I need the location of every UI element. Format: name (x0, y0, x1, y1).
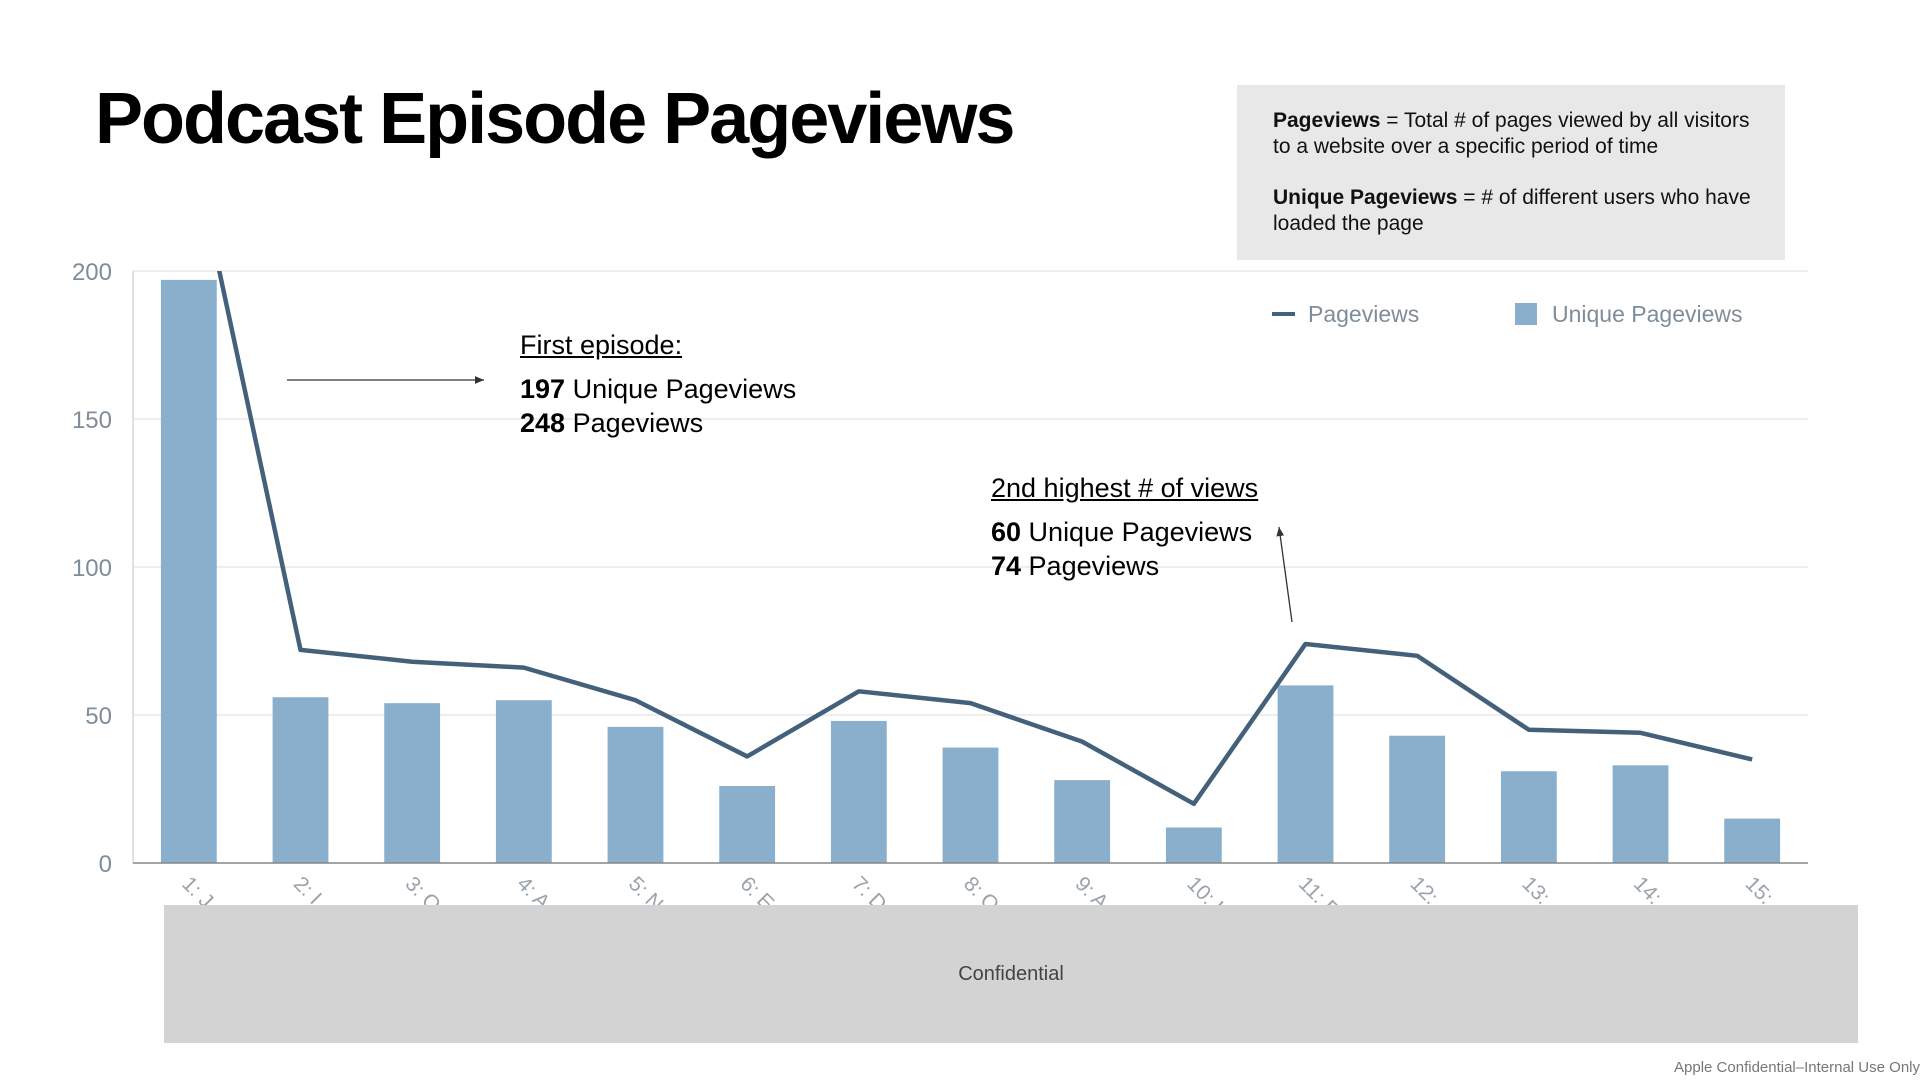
bar-unique-pageviews (1277, 685, 1334, 863)
bar-unique-pageviews (1724, 818, 1781, 863)
legend-label-unique-pageviews: Unique Pageviews (1552, 301, 1743, 327)
confidential-overlay: Confidential (164, 905, 1858, 1043)
y-tick-label: 0 (99, 851, 112, 878)
footer-confidential-note: Apple Confidential–Internal Use Only (1674, 1059, 1920, 1076)
annotation-first-episode: First episode: 197 Unique Pageviews 248 … (520, 330, 797, 438)
y-tick-label: 50 (85, 703, 112, 730)
arrow-second-highest (1276, 526, 1293, 623)
x-tick-label: 2: I (289, 872, 326, 909)
annotation-second-highest: 2nd highest # of views 60 Unique Pagevie… (991, 473, 1259, 581)
pageviews-definition: Pageviews = Total # of pages viewed by a… (1273, 109, 1750, 158)
bar-unique-pageviews (160, 279, 217, 863)
bar-unique-pageviews (830, 720, 887, 863)
x-tick-label: 14: (1629, 872, 1666, 909)
confidential-label: Confidential (958, 962, 1064, 985)
x-tick-label: 15: (1741, 872, 1778, 909)
bar-unique-pageviews (384, 703, 441, 863)
bar-unique-pageviews (272, 697, 329, 863)
x-tick-label: 13: (1517, 872, 1554, 909)
bar-series-unique-pageviews (160, 279, 1781, 863)
definitions-box: Pageviews = Total # of pages viewed by a… (1237, 85, 1785, 260)
chart-legend: Pageviews Unique Pageviews (1272, 301, 1743, 327)
y-axis: 0 50 100 150 200 (72, 259, 134, 878)
annotation-arrows (287, 376, 1293, 623)
bar-unique-pageviews (719, 786, 776, 863)
y-tick-label: 100 (72, 555, 112, 582)
line-pageviews (216, 271, 1753, 807)
legend-label-pageviews: Pageviews (1308, 301, 1419, 327)
annotation-first-heading: First episode: (520, 330, 683, 360)
y-tick-label: 150 (72, 407, 112, 434)
bar-unique-pageviews (942, 747, 999, 863)
bar-unique-pageviews (1165, 827, 1222, 863)
y-tick-label: 200 (72, 259, 112, 286)
unique-pageviews-definition: Unique Pageviews = # of different users … (1273, 186, 1751, 235)
legend-swatch-unique-pageviews (1515, 303, 1537, 325)
bar-unique-pageviews (495, 700, 552, 863)
line-series-pageviews (216, 271, 1753, 807)
bar-unique-pageviews (1500, 771, 1557, 863)
bar-unique-pageviews (607, 726, 664, 863)
annotation-second-heading: 2nd highest # of views (991, 473, 1259, 503)
x-tick-label: 12: (1406, 872, 1443, 909)
bar-unique-pageviews (1389, 735, 1446, 863)
page-title: Podcast Episode Pageviews (95, 79, 1015, 159)
bar-unique-pageviews (1054, 780, 1111, 863)
bar-unique-pageviews (1612, 765, 1669, 863)
